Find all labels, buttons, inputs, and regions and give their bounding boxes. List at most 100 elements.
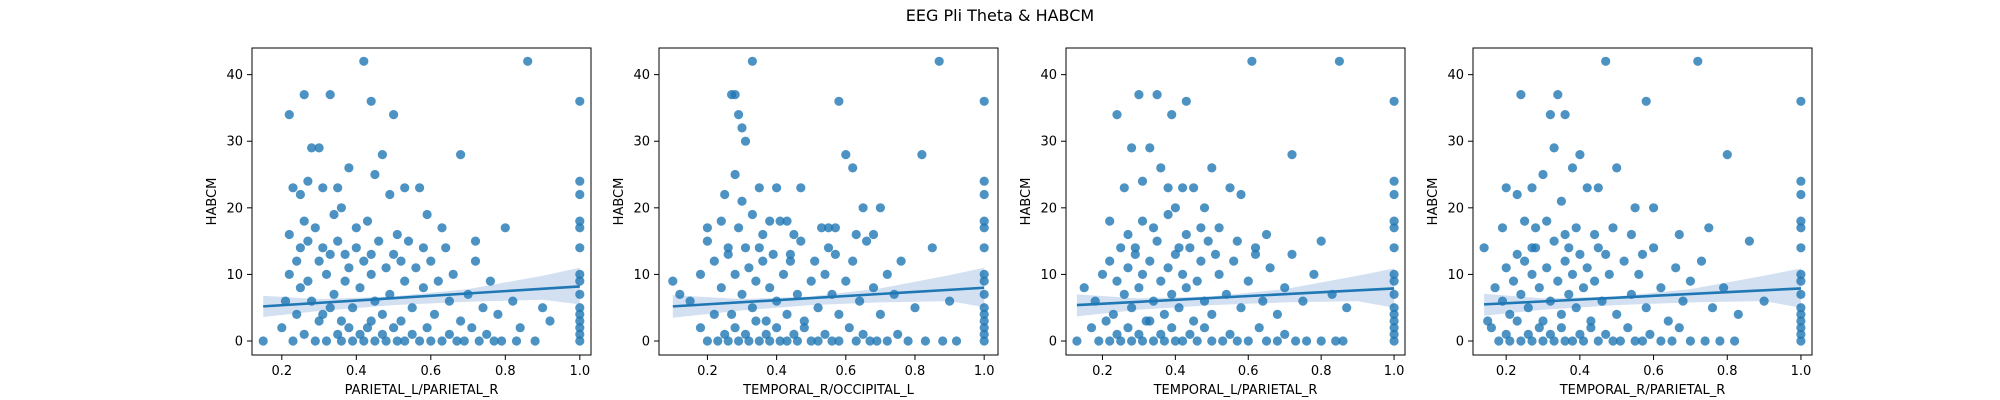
data-point xyxy=(1181,96,1191,106)
data-point xyxy=(1123,229,1133,240)
data-point xyxy=(1527,183,1537,193)
data-point xyxy=(545,316,555,326)
data-point xyxy=(374,236,384,246)
data-point xyxy=(415,183,425,193)
data-point xyxy=(1145,143,1155,153)
data-point xyxy=(695,323,706,333)
data-point xyxy=(1545,110,1555,120)
data-point xyxy=(927,243,937,253)
data-point xyxy=(848,163,858,173)
data-point xyxy=(1608,223,1618,233)
data-point xyxy=(1167,289,1177,299)
data-point xyxy=(1261,229,1272,240)
data-point xyxy=(344,263,354,273)
data-point xyxy=(370,169,380,180)
data-point xyxy=(1634,269,1644,279)
data-point xyxy=(389,249,399,259)
data-point xyxy=(366,96,376,106)
data-point xyxy=(851,229,861,240)
y-tick-label: 0 xyxy=(1049,335,1057,350)
data-point xyxy=(1637,336,1648,346)
data-point xyxy=(366,249,376,259)
y-axis-label: HABCM xyxy=(1019,178,1034,226)
data-point xyxy=(1225,329,1235,339)
data-point xyxy=(806,336,816,346)
data-point xyxy=(702,336,713,346)
data-point xyxy=(452,336,462,346)
data-point xyxy=(575,309,585,319)
x-tick-label: 1.0 xyxy=(1791,364,1812,379)
y-tick-label: 10 xyxy=(1040,268,1057,283)
data-point xyxy=(1127,143,1137,153)
data-point xyxy=(366,269,376,279)
data-point xyxy=(938,336,948,346)
data-point xyxy=(1130,243,1140,253)
axes-frame xyxy=(251,47,592,356)
data-point xyxy=(1796,316,1806,326)
data-point xyxy=(1137,216,1148,226)
data-point xyxy=(1549,236,1559,246)
data-point xyxy=(1641,96,1651,106)
data-point xyxy=(979,269,989,279)
data-point xyxy=(1316,336,1326,346)
data-point xyxy=(575,176,585,186)
data-point xyxy=(1567,336,1578,346)
data-point xyxy=(834,96,844,106)
data-point xyxy=(1560,229,1570,240)
y-axis-label: HABCM xyxy=(205,178,220,226)
data-point xyxy=(1796,309,1806,319)
data-point xyxy=(1704,223,1714,233)
data-point xyxy=(575,216,585,226)
data-point xyxy=(792,336,803,346)
data-point xyxy=(737,123,747,133)
data-point xyxy=(470,256,481,266)
data-point xyxy=(747,209,758,220)
data-point xyxy=(1663,316,1673,326)
data-point xyxy=(1331,336,1341,346)
data-point xyxy=(1656,336,1666,346)
regression-line xyxy=(263,285,580,308)
data-point xyxy=(754,243,764,253)
data-point xyxy=(351,243,361,253)
data-point xyxy=(448,269,458,279)
data-point xyxy=(862,236,872,246)
regression-line xyxy=(1483,287,1802,306)
data-point xyxy=(355,283,365,293)
data-point xyxy=(1178,269,1188,279)
data-point xyxy=(336,336,346,346)
data-point xyxy=(782,336,792,346)
data-point xyxy=(896,256,906,266)
data-point xyxy=(758,229,768,240)
data-point xyxy=(1601,329,1611,339)
data-point xyxy=(1148,223,1159,233)
x-axis-label: PARIETAL_L/PARIETAL_R xyxy=(345,383,499,398)
x-tick-label: 1.0 xyxy=(974,364,995,379)
data-point xyxy=(482,329,492,339)
data-point xyxy=(575,96,585,106)
data-point xyxy=(1250,249,1261,259)
data-point xyxy=(575,316,585,326)
data-point xyxy=(841,276,851,286)
x-tick-label: 0.4 xyxy=(1165,364,1186,379)
data-point xyxy=(979,323,989,333)
data-point xyxy=(1674,229,1684,240)
data-point xyxy=(478,303,488,313)
data-point xyxy=(1105,256,1115,266)
data-point xyxy=(392,229,402,240)
data-point xyxy=(497,336,507,346)
data-point xyxy=(459,336,469,346)
data-point xyxy=(303,276,313,286)
data-point xyxy=(1575,150,1585,160)
y-tick-label: 0 xyxy=(235,335,243,350)
data-point xyxy=(1516,336,1526,346)
data-point xyxy=(1564,289,1574,299)
data-point xyxy=(716,216,726,226)
data-point xyxy=(730,90,740,100)
data-point xyxy=(444,329,454,339)
y-tick-label: 10 xyxy=(1447,268,1464,283)
data-point xyxy=(1174,243,1184,253)
data-point xyxy=(734,110,744,120)
data-point xyxy=(467,323,477,333)
data-point xyxy=(868,229,879,240)
data-point xyxy=(437,223,447,233)
